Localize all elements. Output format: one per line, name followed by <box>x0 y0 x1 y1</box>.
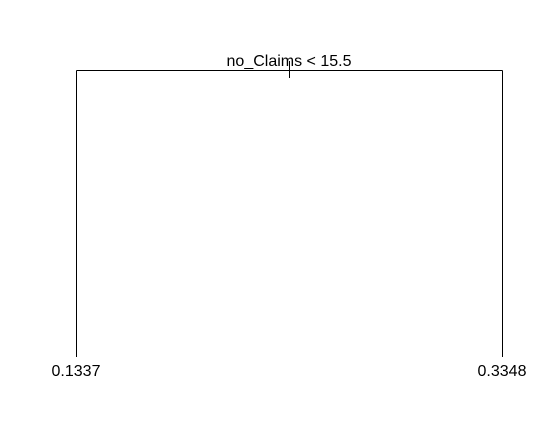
split-rule-label: no_Claims < 15.5 <box>227 53 352 70</box>
leaf-left-value: 0.1337 <box>52 363 101 380</box>
leaf-right-value: 0.3348 <box>478 363 527 380</box>
